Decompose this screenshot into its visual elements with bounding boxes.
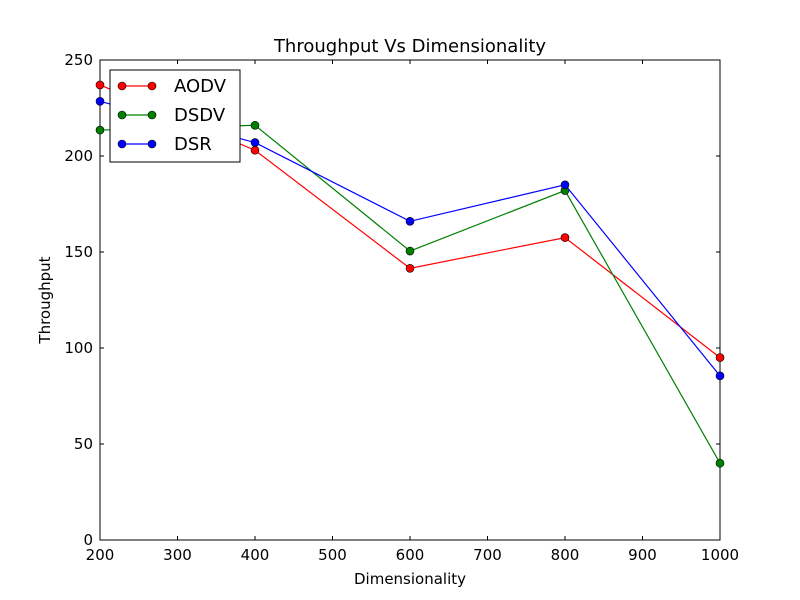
y-axis-label: Throughput [36, 256, 54, 344]
y-tick-label: 250 [64, 51, 93, 69]
x-tick-label: 800 [551, 546, 580, 564]
legend-box [109, 69, 241, 163]
x-tick-label: 300 [163, 546, 192, 564]
legend-marker-dsdv [117, 110, 127, 120]
legend-marker-dsr [117, 139, 127, 149]
x-tick-label: 1000 [701, 546, 739, 564]
data-point-aodv [560, 233, 570, 242]
x-tick-label: 700 [473, 546, 502, 564]
x-axis-label: Dimensionality [354, 570, 466, 588]
x-tick-label: 400 [241, 546, 270, 564]
data-point-dsdv [715, 458, 725, 468]
x-tick-label: 200 [86, 546, 115, 564]
y-tick-label: 150 [64, 243, 93, 261]
data-point-dsr [95, 96, 105, 106]
data-point-dsr [715, 371, 725, 381]
legend-marker-aodv [147, 81, 157, 91]
chart-title: Throughput Vs Dimensionality [273, 36, 546, 57]
legend-marker-dsr [147, 139, 157, 149]
axis-ticks: 200 300 400 500 600 700 800 900 1000 0 50 100 150 200… [64, 51, 739, 564]
data-point-dsdv [95, 125, 105, 135]
legend-label-dsdv: DSDV [174, 105, 226, 126]
data-point-dsdv [405, 246, 415, 256]
x-tick-label: 500 [318, 546, 347, 564]
data-point-dsr [405, 216, 415, 226]
x-tick-label: 600 [396, 546, 425, 564]
data-point-aodv [250, 145, 260, 155]
y-tick-label: 50 [74, 435, 93, 453]
legend-marker-dsdv [147, 110, 157, 120]
legend: AODV DSDV DSR [109, 69, 241, 163]
y-tick-label: 0 [83, 531, 93, 549]
data-point-dsr [250, 138, 260, 147]
data-point-dsr [560, 180, 570, 190]
data-point-aodv [95, 80, 105, 90]
legend-label-aodv: AODV [174, 76, 227, 97]
data-point-aodv [715, 353, 725, 362]
x-tick-label: 900 [628, 546, 657, 564]
y-tick-label: 200 [64, 147, 93, 165]
legend-label-dsr: DSR [174, 134, 212, 155]
data-point-dsdv [250, 120, 260, 130]
legend-marker-aodv [117, 81, 127, 91]
y-tick-label: 100 [64, 339, 93, 357]
data-point-aodv [405, 264, 415, 273]
